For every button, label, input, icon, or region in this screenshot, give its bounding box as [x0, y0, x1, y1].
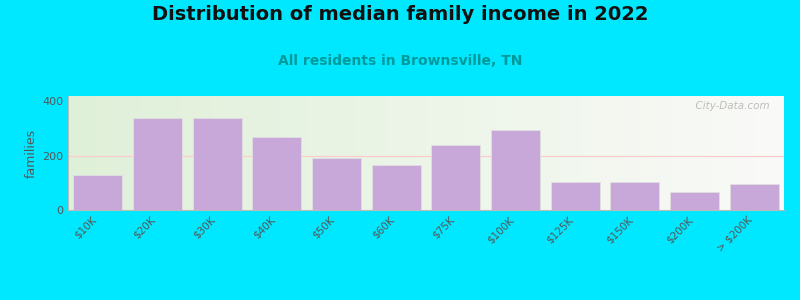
Bar — [670, 192, 719, 210]
Bar — [610, 182, 659, 210]
Text: All residents in Brownsville, TN: All residents in Brownsville, TN — [278, 54, 522, 68]
Text: Distribution of median family income in 2022: Distribution of median family income in … — [152, 4, 648, 23]
Bar — [372, 165, 421, 210]
Bar — [730, 184, 778, 210]
Bar — [312, 158, 361, 210]
Bar — [550, 182, 600, 210]
Bar — [133, 118, 182, 210]
Bar — [74, 175, 122, 210]
Bar — [193, 118, 242, 210]
Bar — [431, 145, 480, 210]
Bar — [252, 137, 302, 210]
Bar — [491, 130, 540, 210]
Y-axis label: families: families — [25, 128, 38, 178]
Text: City-Data.com: City-Data.com — [689, 100, 770, 111]
